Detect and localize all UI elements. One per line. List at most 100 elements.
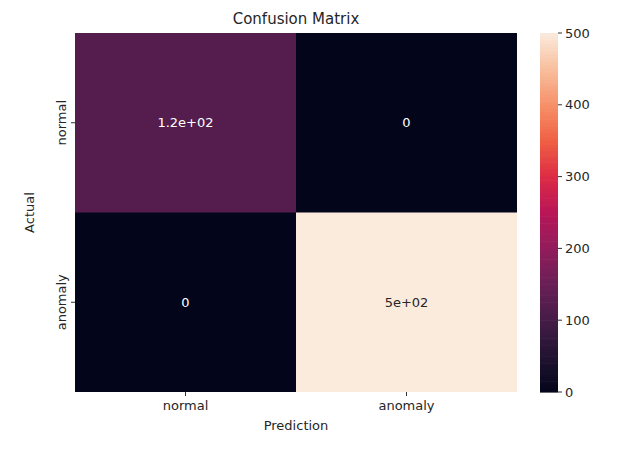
colorbar-segment (540, 248, 558, 252)
chart-title: Confusion Matrix (233, 10, 360, 28)
colorbar-segment (540, 216, 558, 220)
colorbar-segment (540, 169, 558, 173)
cell-labels: 1.2e+02005e+02 (157, 115, 428, 310)
colorbar-segment (540, 187, 558, 191)
colorbar-segment (540, 58, 558, 62)
colorbar-segment (540, 317, 558, 321)
colorbar-segment (540, 159, 558, 163)
colorbar-segment (540, 33, 558, 37)
x-tick (406, 392, 407, 396)
colorbar-segment (540, 335, 558, 339)
colorbar-segment (540, 76, 558, 80)
colorbar-tick-label: 0 (565, 385, 573, 400)
colorbar-segment (540, 281, 558, 285)
colorbar: 0 100 200 300 400 500 (540, 26, 590, 400)
colorbar-tick (558, 320, 562, 321)
colorbar-segment (540, 227, 558, 231)
colorbar-segment (540, 381, 558, 385)
colorbar-segment (540, 309, 558, 313)
colorbar-segment (540, 205, 558, 209)
colorbar-tick (558, 392, 562, 393)
colorbar-segment (540, 195, 558, 199)
colorbar-tick (558, 176, 562, 177)
heatmap-cell (75, 33, 297, 213)
cell-label: 0 (181, 295, 189, 310)
colorbar-segment (540, 119, 558, 123)
colorbar-segment (540, 55, 558, 59)
colorbar-segment (540, 51, 558, 55)
colorbar-segment (540, 241, 558, 245)
x-axis-label: Prediction (264, 418, 329, 433)
colorbar-segment (540, 313, 558, 317)
colorbar-segment (540, 62, 558, 66)
colorbar-segment (540, 245, 558, 249)
cells (75, 33, 517, 392)
colorbar-segment (540, 324, 558, 328)
colorbar-segment (540, 385, 558, 389)
heatmap-cell (296, 33, 517, 213)
colorbar-segment (540, 123, 558, 127)
colorbar-segment (540, 295, 558, 299)
colorbar-segment (540, 338, 558, 342)
colorbar-segment (540, 345, 558, 349)
colorbar-segment (540, 101, 558, 105)
colorbar-segment (540, 105, 558, 109)
colorbar-segment (540, 213, 558, 217)
colorbar-segment (540, 220, 558, 224)
colorbar-segment (540, 256, 558, 260)
chart-svg: 1.2e+02005e+02normalanomalynormalanomaly… (0, 0, 625, 454)
x-tick-label: normal (163, 398, 209, 413)
colorbar-segment (540, 367, 558, 371)
colorbar-segment (540, 126, 558, 130)
colorbar-segment (540, 166, 558, 170)
colorbar-segment (540, 87, 558, 91)
colorbar-segment (540, 320, 558, 324)
colorbar-segment (540, 353, 558, 357)
colorbar-segment (540, 266, 558, 270)
colorbar-segment (540, 327, 558, 331)
colorbar-tick-label: 300 (565, 169, 590, 184)
colorbar-segment (540, 284, 558, 288)
colorbar-segment (540, 356, 558, 360)
colorbar-segment (540, 306, 558, 310)
colorbar-tick (558, 248, 562, 249)
colorbar-segment (540, 69, 558, 73)
colorbar-segment (540, 263, 558, 267)
colorbar-tick-label: 200 (565, 241, 590, 256)
colorbar-segment (540, 108, 558, 112)
colorbar-segment (540, 47, 558, 51)
colorbar-segment (540, 360, 558, 364)
colorbar-segment (540, 259, 558, 263)
colorbar-tick-label: 100 (565, 313, 590, 328)
colorbar-segment (540, 72, 558, 76)
colorbar-segment (540, 98, 558, 102)
y-axis-label: Actual (22, 192, 37, 233)
colorbar-segment (540, 112, 558, 116)
colorbar-segment (540, 137, 558, 141)
y-tick (71, 302, 75, 303)
colorbar-segment (540, 230, 558, 234)
colorbar-segment (540, 202, 558, 206)
colorbar-tick-label: 400 (565, 97, 590, 112)
colorbar-segment (540, 116, 558, 120)
colorbar-segment (540, 302, 558, 306)
colorbar-segment (540, 342, 558, 346)
colorbar-tick-label: 500 (565, 26, 590, 41)
colorbar-segment (540, 148, 558, 152)
colorbar-segment (540, 299, 558, 303)
colorbar-segment (540, 177, 558, 181)
chart-root: 1.2e+02005e+02normalanomalynormalanomaly… (0, 0, 625, 454)
cell-label: 1.2e+02 (157, 115, 213, 130)
colorbar-segment (540, 40, 558, 44)
colorbar-segment (540, 209, 558, 213)
colorbar-segment (540, 252, 558, 256)
colorbar-segment (540, 162, 558, 166)
colorbar-segment (540, 65, 558, 69)
colorbar-segment (540, 80, 558, 84)
colorbar-segment (540, 90, 558, 94)
colorbar-segment (540, 363, 558, 367)
colorbar-segment (540, 141, 558, 145)
colorbar-segment (540, 288, 558, 292)
colorbar-segment (540, 155, 558, 159)
colorbar-segment (540, 198, 558, 202)
